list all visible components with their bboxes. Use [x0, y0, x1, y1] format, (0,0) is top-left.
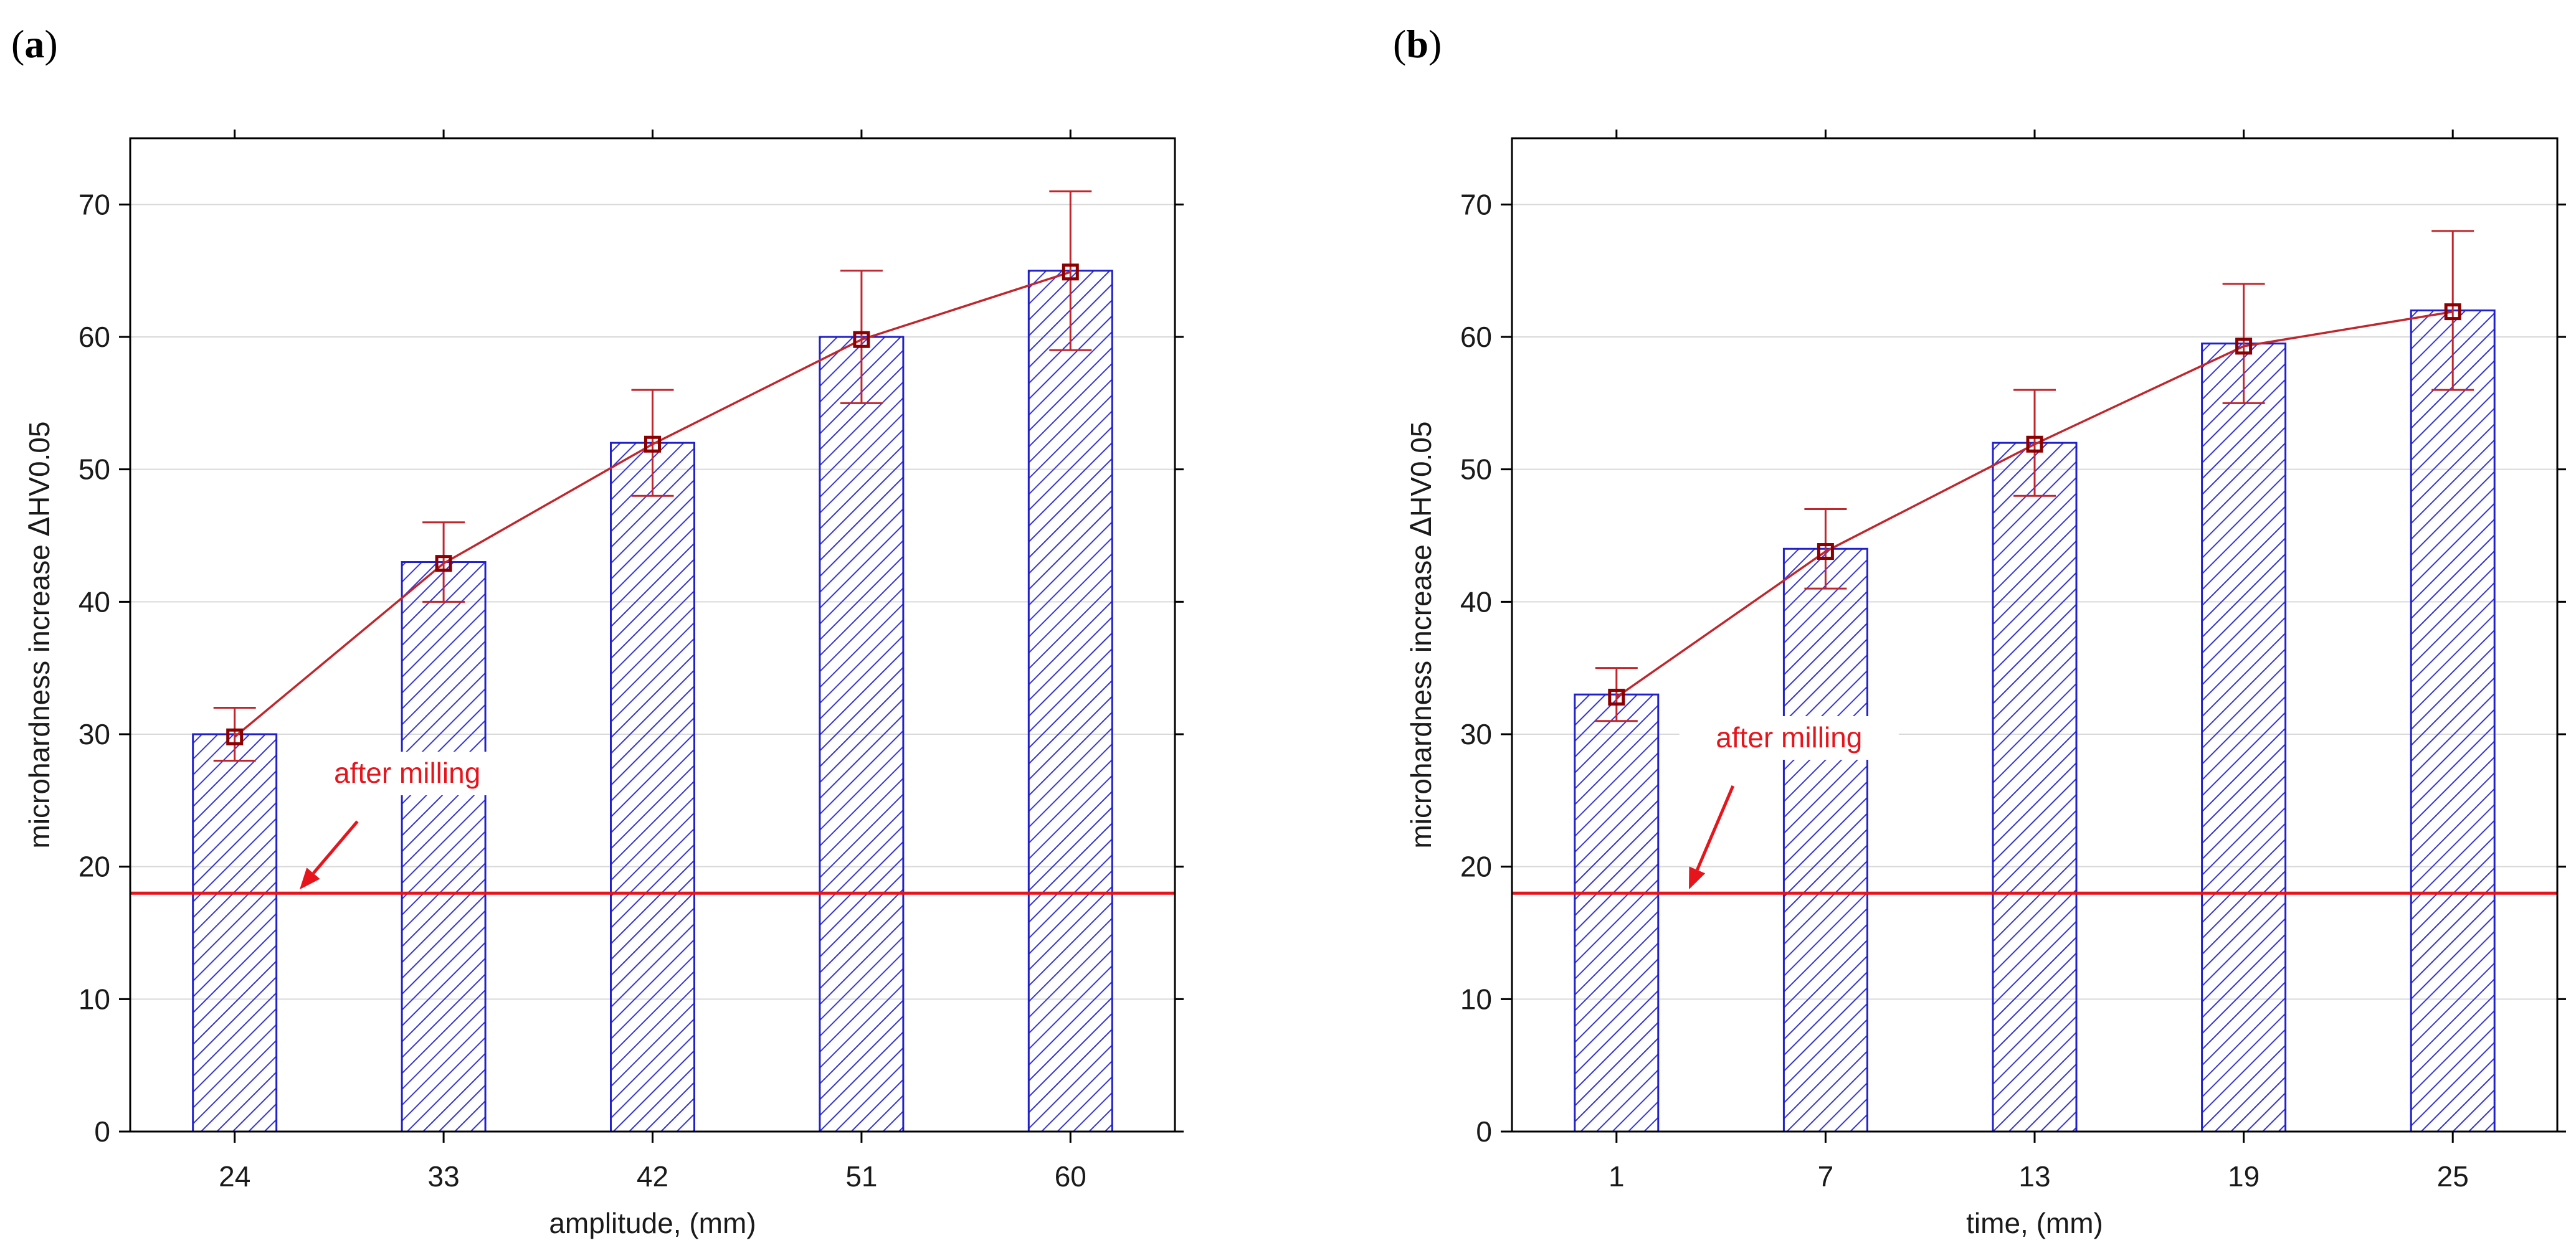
error-bar — [213, 706, 256, 762]
line-series — [1595, 230, 2474, 722]
data-point-marker — [644, 435, 661, 453]
bar — [1992, 442, 2078, 1133]
y-tick-label: 70 — [1460, 188, 1492, 220]
y-tick-label: 60 — [78, 321, 110, 353]
bar — [1574, 693, 1660, 1133]
error-bar — [2013, 389, 2056, 497]
y-tick-label: 70 — [78, 188, 110, 220]
x-tick-label: 13 — [2018, 1160, 2050, 1193]
panel-label: (a) — [11, 22, 58, 66]
line-series — [213, 190, 1092, 762]
x-tick-label: 42 — [637, 1160, 668, 1193]
error-bar — [1595, 667, 1638, 722]
annotation-halo — [1679, 716, 1899, 760]
x-axis: 1 7 13 19 25 — [1609, 130, 2469, 1193]
data-point-marker — [226, 728, 244, 745]
delta-symbol: Δ — [1404, 516, 1438, 536]
error-bar — [1049, 190, 1092, 351]
y-axis-title-unit: HV0.05 — [1405, 421, 1437, 516]
y-axis-title-unit: HV0.05 — [23, 421, 55, 516]
x-axis-title: amplitude, (mm) — [549, 1207, 756, 1239]
error-bar — [422, 521, 465, 603]
panel-label-open-paren: ( — [1393, 22, 1406, 66]
data-point-marker — [1062, 263, 1079, 281]
y-tick-label: 20 — [1460, 851, 1492, 883]
y-axis-title: microhardness increase ΔHV0.05 — [22, 421, 56, 848]
panel-label-letter: b — [1406, 22, 1428, 66]
y-tick-label: 50 — [78, 453, 110, 486]
data-point-marker — [1817, 543, 1834, 560]
annotation-arrow-shaft — [1696, 785, 1735, 871]
x-tick-label: 24 — [219, 1160, 250, 1193]
error-bar — [2222, 283, 2265, 404]
data-point-marker — [435, 555, 452, 572]
panel-label: (b) — [1393, 22, 1442, 66]
chart-panel-b: (b) after milling 0 10 20 30 40 50 60 70 1 7 13 19 25 t… — [1393, 22, 2566, 1239]
x-tick-label: 33 — [428, 1160, 460, 1193]
x-axis: 24 33 42 51 60 — [219, 130, 1086, 1193]
bar — [2201, 343, 2287, 1133]
bar — [819, 336, 905, 1133]
delta-symbol: Δ — [22, 516, 56, 536]
y-axis-title-text: microhardness increase — [1405, 536, 1437, 848]
annotation-arrow-head — [1689, 866, 1706, 890]
error-bar — [2431, 230, 2474, 391]
bar-series — [192, 270, 1113, 1133]
chart-panel-a: (a) after milling 0 10 20 30 40 50 60 70 24 33 42 51 6… — [11, 22, 1184, 1239]
y-axis: 0 10 20 30 40 50 60 70 — [1460, 188, 2566, 1148]
x-tick-label: 7 — [1818, 1160, 1834, 1193]
panel-label-close-paren: ) — [1428, 22, 1442, 66]
annotation-arrow-shaft — [312, 820, 359, 874]
y-tick-label: 50 — [1460, 453, 1492, 486]
error-bar — [840, 270, 883, 404]
annotation-label: after milling — [334, 757, 480, 789]
error-bar — [1804, 508, 1847, 590]
y-tick-label: 20 — [78, 851, 110, 883]
x-tick-label: 51 — [845, 1160, 877, 1193]
annotation-arrow-head — [300, 867, 320, 890]
panel-label-letter: a — [24, 22, 44, 66]
y-tick-label: 30 — [78, 718, 110, 750]
panel-label-open-paren: ( — [11, 22, 24, 66]
y-tick-label: 10 — [78, 983, 110, 1015]
data-point-marker — [853, 331, 870, 348]
y-axis-title: microhardness increase ΔHV0.05 — [1404, 421, 1438, 848]
data-point-marker — [2444, 303, 2461, 321]
bar — [1782, 547, 1868, 1133]
annotation-after-milling: after milling — [297, 752, 517, 890]
y-tick-label: 0 — [94, 1115, 110, 1148]
annotation-label: after milling — [1716, 721, 1862, 754]
x-tick-label: 1 — [1609, 1160, 1625, 1193]
data-point-marker — [1608, 688, 1625, 706]
bar — [1027, 270, 1113, 1133]
y-tick-label: 0 — [1476, 1115, 1492, 1148]
y-tick-label: 60 — [1460, 321, 1492, 353]
x-tick-label: 60 — [1055, 1160, 1086, 1193]
x-tick-label: 19 — [2228, 1160, 2260, 1193]
panel-label-close-paren: ) — [44, 22, 57, 66]
data-point-marker — [2026, 435, 2043, 453]
data-point-marker — [2235, 338, 2253, 355]
bar — [610, 442, 695, 1133]
bar — [401, 561, 487, 1133]
annotation-halo — [297, 752, 517, 795]
bar — [192, 733, 278, 1133]
bar — [2410, 309, 2496, 1133]
y-axis: 0 10 20 30 40 50 60 70 — [78, 188, 1184, 1148]
y-tick-label: 40 — [1460, 585, 1492, 618]
y-tick-label: 40 — [78, 585, 110, 618]
y-axis-title-text: microhardness increase — [23, 536, 55, 848]
annotation-after-milling: after milling — [1679, 716, 1899, 890]
y-tick-label: 30 — [1460, 718, 1492, 750]
y-tick-label: 10 — [1460, 983, 1492, 1015]
x-tick-label: 25 — [2437, 1160, 2469, 1193]
error-bar — [631, 389, 674, 497]
x-axis-title: time, (mm) — [1966, 1207, 2103, 1239]
